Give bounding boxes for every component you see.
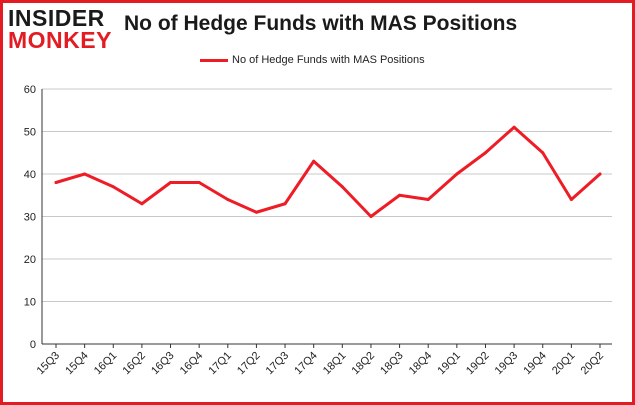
y-tick-label: 40	[24, 169, 36, 181]
y-tick-label: 60	[24, 84, 36, 96]
data-point	[512, 125, 516, 129]
data-point	[426, 198, 430, 201]
data-point	[598, 172, 602, 176]
data-point	[369, 215, 373, 218]
y-tick-label: 10	[24, 297, 36, 309]
data-point	[111, 185, 115, 189]
data-point	[455, 172, 459, 176]
data-point	[398, 193, 402, 197]
y-tick-label: 30	[24, 212, 36, 224]
data-point	[226, 198, 230, 201]
legend-label: No of Hedge Funds with MAS Positions	[232, 54, 425, 66]
data-point	[140, 202, 144, 206]
legend-line-swatch	[200, 58, 228, 62]
data-point	[340, 185, 344, 189]
series-layer	[54, 125, 602, 218]
data-point	[569, 198, 573, 201]
data-point	[541, 151, 545, 155]
logo-text-insider: INSIDER	[8, 5, 105, 31]
data-point	[254, 210, 258, 214]
chart-title: No of Hedge Funds with MAS Positions	[124, 12, 518, 35]
logo-text-monkey: MONKEY	[8, 27, 112, 53]
chart-legend: No of Hedge Funds with MAS Positions	[200, 52, 425, 68]
insider-monkey-logo: INSIDER MONKEY	[8, 4, 118, 54]
data-point	[169, 181, 173, 184]
series-line-0	[54, 125, 602, 218]
data-point	[197, 181, 201, 184]
data-point	[283, 202, 287, 206]
y-tick-label: 20	[24, 254, 36, 266]
axis-layer	[41, 89, 612, 348]
y-tick-label: 0	[30, 339, 36, 351]
data-point	[54, 181, 58, 184]
data-point	[483, 151, 487, 155]
data-point	[312, 159, 316, 163]
data-point	[83, 172, 87, 176]
y-tick-label: 50	[24, 127, 36, 139]
